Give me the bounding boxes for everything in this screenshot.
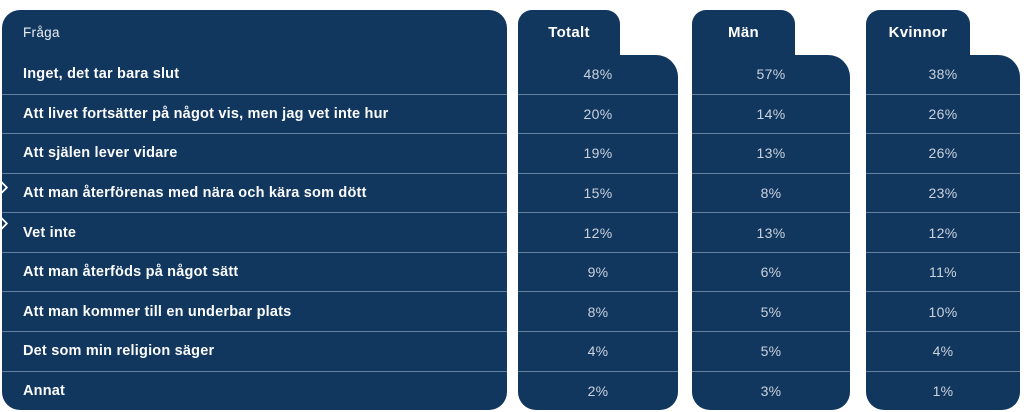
value-cell: 11% [866, 251, 1020, 292]
value-cell: 12% [866, 212, 1020, 252]
value-cell: 14% [692, 93, 850, 134]
column-kvinnor: Kvinnor 38% 26% 26% 23% 12% 11% 10% 4% 1… [866, 10, 1020, 410]
value-cell: 5% [692, 291, 850, 331]
value-cell: 13% [692, 212, 850, 252]
question-rows: Inget, det tar bara slut Att livet forts… [2, 55, 507, 410]
question-row: Annat [2, 370, 507, 411]
question-column-header: Fråga [23, 25, 60, 40]
column-body-totalt: 48% 20% 19% 15% 12% 9% 8% 4% 2% [518, 55, 678, 410]
value-cell: 26% [866, 133, 1020, 173]
value-cell: 4% [866, 330, 1020, 371]
value-cell: 8% [518, 291, 678, 331]
value-cell: 9% [518, 251, 678, 292]
column-header-tab-man: Män [692, 10, 795, 55]
value-cell: 15% [518, 172, 678, 213]
question-row: Att man kommer till en underbar plats [2, 291, 507, 331]
value-cell: 8% [692, 172, 850, 213]
value-cell: 48% [583, 66, 613, 83]
question-row: Vet inte [2, 212, 507, 252]
value-cell: 1% [866, 370, 1020, 411]
question-row: Inget, det tar bara slut [23, 66, 180, 83]
column-body-man: 57% 14% 13% 8% 13% 6% 5% 5% 3% [692, 55, 850, 410]
question-row: Det som min religion säger [2, 330, 507, 371]
value-cell: 5% [692, 330, 850, 371]
value-cell: 4% [518, 330, 678, 371]
question-row: Att man återförenas med nära och kära so… [2, 172, 507, 213]
column-man: Män 57% 14% 13% 8% 13% 6% 5% 5% 3% [692, 10, 850, 410]
value-cell: 38% [928, 66, 958, 83]
value-cell: 23% [866, 172, 1020, 213]
question-row: Att livet fortsätter på något vis, men j… [2, 93, 507, 134]
value-cell: 26% [866, 93, 1020, 134]
value-cell: 10% [866, 291, 1020, 331]
question-row: Att man återföds på något sätt [2, 251, 507, 292]
value-cell: 20% [518, 93, 678, 134]
column-header-tab-kvinnor: Kvinnor [866, 10, 970, 55]
value-cell: 19% [518, 133, 678, 173]
value-cell: 6% [692, 251, 850, 292]
question-panel: Fråga Inget, det tar bara slut Att livet… [2, 10, 507, 410]
question-row: Att själen lever vidare [2, 133, 507, 173]
value-cell: 13% [692, 133, 850, 173]
value-cell: 57% [756, 66, 786, 83]
value-cell: 2% [518, 370, 678, 411]
column-totalt: Totalt 48% 20% 19% 15% 12% 9% 8% 4% 2% [518, 10, 678, 410]
column-body-kvinnor: 38% 26% 26% 23% 12% 11% 10% 4% 1% [866, 55, 1020, 410]
value-cell: 3% [692, 370, 850, 411]
value-cell: 12% [518, 212, 678, 252]
column-header-tab-totalt: Totalt [518, 10, 620, 55]
